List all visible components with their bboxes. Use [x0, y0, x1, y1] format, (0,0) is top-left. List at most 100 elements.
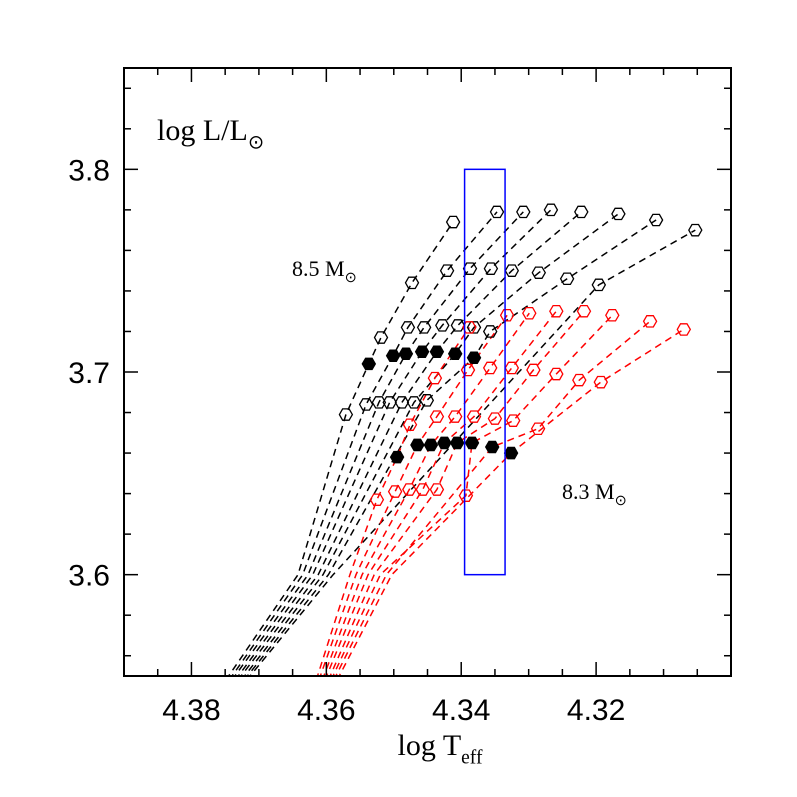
track-line: [329, 310, 585, 676]
open-marker: [369, 493, 385, 506]
open-marker: [530, 422, 546, 436]
annotation-main: 8.5 M: [292, 256, 345, 281]
selection-box: [463, 168, 506, 576]
filled-marker: [414, 345, 430, 359]
x-tick-label: 4.38: [162, 694, 220, 727]
open-marker: [462, 262, 478, 275]
open-marker: [458, 489, 474, 502]
open-marker: [688, 223, 703, 237]
open-marker: [549, 367, 564, 381]
track-line: [240, 211, 582, 676]
open-marker: [447, 410, 463, 423]
open-marker: [371, 396, 387, 409]
open-marker: [487, 412, 503, 425]
open-marker: [576, 304, 592, 318]
open-marker: [466, 410, 482, 423]
filled-marker: [429, 345, 445, 359]
open-marker: [435, 319, 450, 332]
open-marker: [466, 321, 482, 334]
annotation: 8.5 M⊙: [292, 256, 357, 286]
open-marker: [605, 308, 620, 322]
x-tick-label: 4.34: [432, 694, 490, 727]
annotation-sub: ⊙: [615, 493, 627, 509]
annotation-main: log L/L: [157, 114, 248, 147]
track-line: [249, 229, 696, 676]
open-marker: [522, 306, 537, 320]
open-marker: [415, 483, 431, 496]
open-marker: [593, 375, 609, 389]
filled-marker: [449, 436, 465, 450]
open-marker: [526, 363, 541, 377]
open-marker: [482, 325, 498, 338]
annotation: log L/L⊙: [157, 114, 264, 153]
filled-marker: [423, 438, 439, 452]
x-axis-label-main: log T: [398, 729, 462, 762]
annotation: 8.3 M⊙: [562, 479, 627, 509]
open-marker: [482, 361, 498, 375]
plot-area: [227, 168, 703, 676]
open-marker: [483, 262, 499, 275]
open-marker: [460, 363, 476, 377]
x-axis-label: log Teff: [398, 729, 483, 768]
filled-marker: [466, 351, 482, 365]
filled-marker: [447, 347, 463, 361]
open-marker: [549, 304, 564, 318]
open-marker: [439, 264, 455, 277]
open-marker: [676, 323, 692, 336]
track-line: [332, 314, 613, 676]
open-marker: [387, 485, 403, 498]
open-marker: [394, 396, 410, 409]
x-axis-label-sub: eff: [461, 747, 483, 768]
filled-marker: [385, 349, 401, 363]
open-marker: [489, 205, 505, 219]
open-marker: [516, 205, 531, 219]
filled-marker: [464, 436, 480, 450]
annotation-sub: ⊙: [345, 270, 357, 286]
open-marker: [505, 414, 521, 427]
x-tick-label: 4.32: [567, 694, 625, 727]
plot-frame: [123, 67, 732, 677]
y-tick-label: 3.7: [68, 357, 110, 390]
filled-marker: [410, 438, 425, 452]
open-marker: [416, 321, 432, 334]
open-marker: [445, 215, 461, 229]
open-marker: [543, 203, 559, 217]
open-marker: [427, 371, 443, 385]
open-marker: [591, 278, 607, 292]
filled-marker: [361, 357, 377, 371]
open-marker: [531, 266, 547, 279]
open-marker: [499, 308, 515, 322]
open-marker: [382, 396, 397, 409]
open-marker: [429, 483, 445, 496]
open-marker: [406, 396, 422, 409]
open-marker: [358, 398, 374, 411]
track-line: [316, 326, 470, 676]
filled-marker: [398, 347, 414, 361]
track-line: [319, 314, 508, 676]
open-marker: [338, 408, 354, 421]
y-tick-label: 3.6: [68, 560, 110, 593]
open-marker: [400, 321, 416, 334]
track-line: [323, 312, 530, 676]
track-line: [335, 320, 651, 676]
filled-marker: [484, 440, 500, 454]
open-marker: [404, 276, 420, 290]
open-marker: [642, 315, 658, 328]
open-marker: [572, 373, 587, 387]
open-marker: [429, 410, 445, 423]
track-line: [243, 213, 619, 676]
annotation-sub: ⊙: [248, 132, 264, 153]
open-marker: [574, 205, 589, 219]
y-tick-label: 3.8: [68, 154, 110, 187]
open-marker: [648, 213, 664, 227]
filled-marker: [389, 450, 405, 464]
open-marker: [504, 361, 520, 375]
open-marker: [611, 207, 626, 221]
open-marker: [559, 272, 575, 286]
open-marker: [402, 418, 418, 431]
annotation-main: 8.3 M: [562, 479, 615, 504]
open-marker: [462, 321, 477, 334]
open-marker: [450, 319, 466, 332]
filled-marker: [437, 436, 452, 450]
